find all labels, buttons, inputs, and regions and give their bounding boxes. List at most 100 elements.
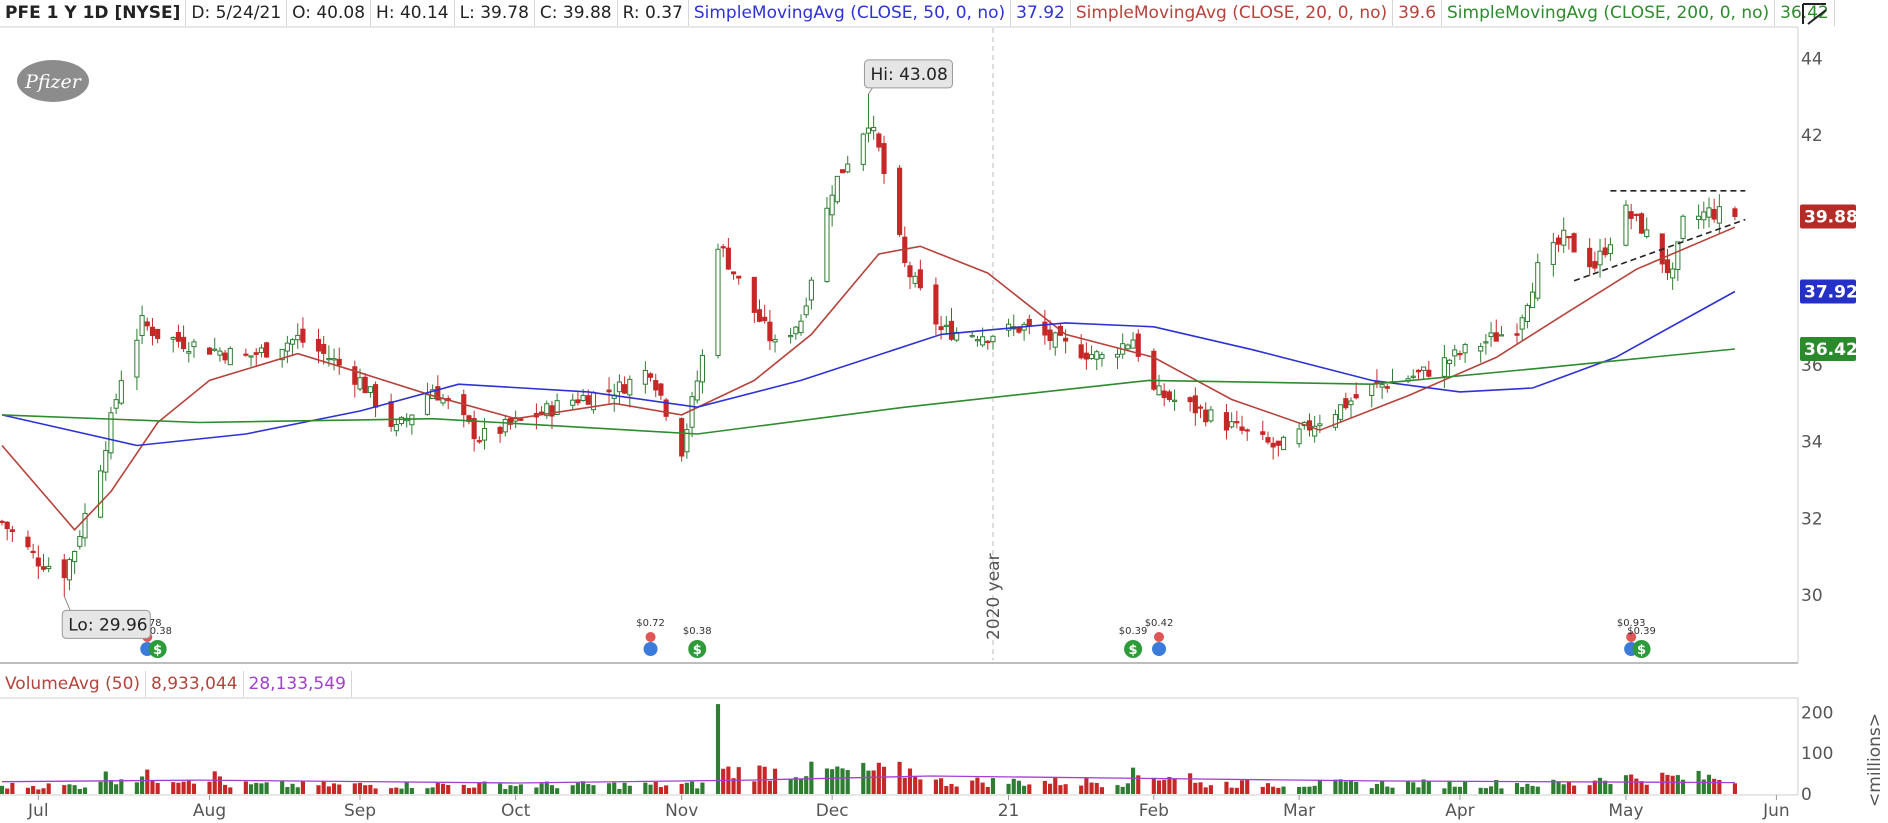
volume-bar bbox=[1193, 782, 1198, 794]
price-axis-badge-text: 37.92 bbox=[1804, 283, 1858, 303]
candle-body bbox=[570, 399, 576, 406]
candle-body bbox=[1135, 333, 1141, 357]
volume-bar bbox=[98, 781, 103, 794]
candle-body bbox=[1203, 409, 1209, 423]
candle bbox=[175, 324, 181, 348]
volume-bar bbox=[389, 788, 394, 794]
volume-bar bbox=[534, 787, 539, 794]
volume-bar bbox=[606, 783, 612, 794]
dividend-event-icon: $0.38 $ bbox=[683, 626, 712, 658]
sma200-study-label[interactable]: SimpleMovingAvg (CLOSE, 200, 0, no) bbox=[1442, 0, 1776, 26]
candle bbox=[1021, 321, 1027, 341]
volume-bar bbox=[773, 768, 778, 794]
dividend-glyph: $ bbox=[693, 643, 702, 658]
candle-body bbox=[1083, 352, 1089, 360]
candle-body bbox=[549, 405, 555, 417]
sma20-study-label[interactable]: SimpleMovingAvg (CLOSE, 20, 0, no) bbox=[1071, 0, 1394, 26]
volume-bar bbox=[150, 780, 155, 794]
candle-body bbox=[1296, 428, 1302, 445]
candle-body bbox=[149, 326, 156, 337]
time-tick-label: Nov bbox=[665, 801, 698, 821]
candle bbox=[1306, 413, 1313, 437]
candle-body bbox=[284, 342, 290, 352]
candle-body bbox=[1602, 247, 1608, 256]
volume-bar bbox=[612, 782, 617, 794]
price-axis-badge-text: 36.42 bbox=[1804, 340, 1858, 360]
volume-bar bbox=[824, 768, 830, 794]
candle bbox=[616, 374, 622, 404]
candle bbox=[1452, 344, 1458, 367]
high-label: H: 40.14 bbox=[371, 0, 455, 26]
volume-bar bbox=[518, 784, 523, 794]
candle-body bbox=[860, 133, 866, 165]
volume-bar bbox=[435, 782, 440, 794]
candle-body bbox=[1421, 366, 1427, 371]
candle-body bbox=[66, 559, 73, 581]
candle bbox=[590, 391, 597, 414]
candle bbox=[72, 550, 78, 575]
candle-body bbox=[1696, 215, 1702, 220]
volume-tick-label: 200 bbox=[1801, 703, 1833, 723]
candle bbox=[1732, 206, 1738, 221]
candle bbox=[1592, 251, 1598, 272]
volume-bar bbox=[1162, 779, 1167, 794]
low-callout: Lo: 29.96 bbox=[61, 596, 151, 639]
candle-body bbox=[295, 334, 301, 341]
volume-bar bbox=[648, 784, 653, 794]
candle bbox=[497, 425, 503, 443]
candle bbox=[1161, 383, 1167, 407]
candle bbox=[1088, 345, 1095, 360]
candle-body bbox=[1275, 440, 1281, 446]
candle-body bbox=[212, 348, 218, 351]
candle bbox=[902, 226, 908, 268]
volume-bar bbox=[1390, 787, 1395, 794]
chart-header: PFE 1 Y 1D [NYSE] D: 5/24/21 O: 40.08 H: 40… bbox=[0, 0, 1835, 26]
volume-study-label[interactable]: VolumeAvg (50) bbox=[0, 671, 147, 697]
dividend-event-icon: $0.38 $ bbox=[143, 626, 172, 658]
candle-body bbox=[762, 316, 768, 322]
volume-bar bbox=[1317, 779, 1322, 794]
candle bbox=[289, 338, 296, 357]
drawing-tool-icon[interactable] bbox=[1802, 3, 1827, 25]
candle bbox=[647, 372, 654, 382]
candle bbox=[1498, 325, 1505, 337]
candle-body bbox=[40, 566, 47, 570]
dividend-glyph: $ bbox=[153, 643, 162, 658]
sma20-value: 39.6 bbox=[1393, 0, 1443, 26]
volume-bar bbox=[835, 766, 840, 794]
volume-bar bbox=[1385, 786, 1390, 794]
volume-bar bbox=[316, 785, 321, 794]
candle-body bbox=[1716, 206, 1722, 224]
volume-bar bbox=[191, 783, 197, 794]
candle-body bbox=[315, 338, 322, 352]
candle-body bbox=[585, 395, 591, 405]
candle-body bbox=[788, 335, 794, 338]
sma50-study-label[interactable]: SimpleMovingAvg (CLOSE, 50, 0, no) bbox=[689, 0, 1012, 26]
candle bbox=[1644, 217, 1650, 239]
candle bbox=[1483, 334, 1489, 355]
volume-bar bbox=[918, 779, 923, 794]
volume-bar bbox=[425, 788, 430, 794]
volume-bar bbox=[788, 779, 793, 794]
symbol-label[interactable]: PFE 1 Y 1D [NYSE] bbox=[0, 0, 187, 26]
earnings-marker bbox=[1152, 642, 1167, 656]
candle bbox=[502, 414, 508, 437]
candle-body bbox=[1343, 398, 1349, 409]
candle-body bbox=[798, 320, 804, 334]
candle-body bbox=[1524, 304, 1530, 323]
candle bbox=[1151, 348, 1157, 392]
candle bbox=[409, 414, 415, 435]
candle bbox=[1229, 412, 1235, 429]
candle-body bbox=[362, 376, 368, 394]
dividend-event-icon: $0.39 $ bbox=[1627, 626, 1656, 658]
volume-bar bbox=[280, 781, 285, 794]
volume-bar bbox=[1136, 775, 1141, 794]
candle bbox=[440, 393, 446, 407]
candle-body bbox=[1332, 414, 1338, 428]
candle-body bbox=[1078, 344, 1084, 359]
volume-bar bbox=[897, 761, 902, 794]
candle-body bbox=[4, 521, 10, 530]
candle bbox=[331, 348, 337, 371]
candle bbox=[1374, 369, 1380, 389]
